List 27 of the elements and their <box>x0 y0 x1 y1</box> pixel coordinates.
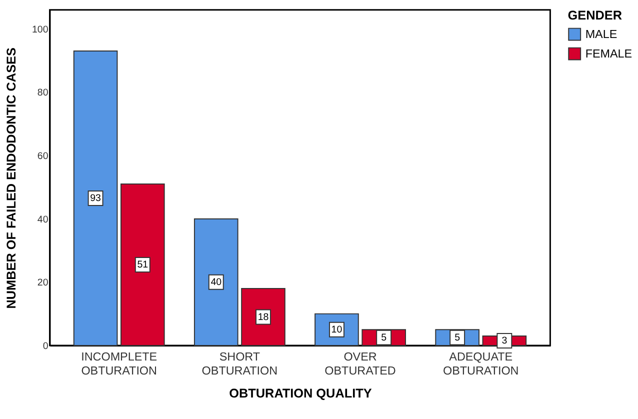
bar <box>241 288 286 346</box>
data-label: 51 <box>137 260 148 271</box>
y-tick-label: 20 <box>37 278 49 289</box>
y-tick-label: 80 <box>37 88 49 99</box>
data-label: 18 <box>258 312 269 323</box>
x-tick-label: ADEQUATE OBTURATION <box>442 350 519 378</box>
legend-label: MALE <box>585 28 618 42</box>
data-label: 5 <box>381 332 388 344</box>
y-tick-label: 40 <box>37 214 49 226</box>
y-tick-label: 60 <box>37 150 49 162</box>
bar <box>73 50 118 346</box>
x-tick-label: OVER OBTURATED <box>324 350 396 378</box>
data-label: 10 <box>331 324 343 336</box>
bar <box>120 184 165 346</box>
x-tick-label: SHORT OBTURATION <box>202 350 278 378</box>
data-label: 93 <box>90 193 101 204</box>
data-label: 5 <box>454 332 461 344</box>
x-axis-title: OBTURATION QUALITY <box>229 386 372 401</box>
y-tick-label: 0 <box>42 340 49 352</box>
y-axis-title: NUMBER OF FAILED ENDODONTIC CASES <box>4 48 18 309</box>
data-label: 3 <box>502 336 508 347</box>
data-label: 40 <box>210 277 222 288</box>
legend-label: FEMALE <box>585 48 632 61</box>
y-tick-label: 100 <box>32 24 49 36</box>
bar <box>194 218 238 346</box>
x-tick-label: INCOMPLETE OBTURATION <box>81 350 158 378</box>
legend-title: GENDER <box>568 8 622 23</box>
